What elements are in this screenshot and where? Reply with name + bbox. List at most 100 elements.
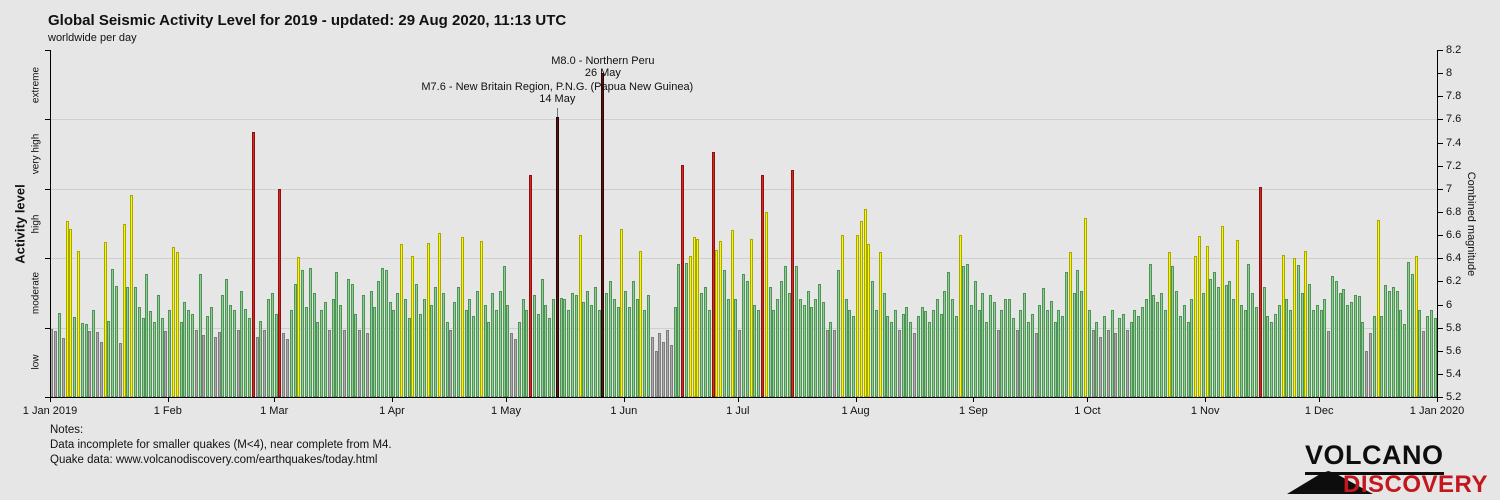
bar-day-319 [1258,186,1262,397]
bar-day-66 [297,257,301,397]
bar-day-95 [407,318,411,397]
bar-day-99 [422,298,426,397]
bar-day-153 [628,306,631,397]
bar-day-15 [103,242,107,397]
bar-day-202 [814,298,818,397]
bar-day-70 [312,292,316,397]
bar-day-324 [1277,304,1281,397]
bar-day-262 [1042,288,1046,397]
bar-day-68 [305,306,308,397]
bar-day-78 [343,329,346,397]
bar-day-282 [1118,318,1122,397]
bar-day-272 [1080,290,1084,397]
bar-day-320 [1262,287,1266,397]
bar-day-189 [764,211,768,397]
bar-day-328 [1293,258,1296,397]
bar-day-356 [1399,310,1403,398]
bar-day-242 [966,264,970,397]
right-axis-tick [1437,188,1443,190]
right-axis-tick [1437,327,1443,329]
bar-day-167 [681,164,685,397]
bar-day-194 [783,266,787,397]
bar-day-26 [145,274,149,397]
bar-day-230 [920,306,924,397]
bar-day-44 [213,336,217,397]
right-axis-tick-label: 6.4 [1446,252,1462,265]
bar-day-101 [430,304,434,397]
month-tick [1437,397,1438,402]
bar-day-267 [1061,316,1065,397]
bar-day-168 [685,262,688,397]
bar-day-28 [153,321,156,397]
gridline-7.6 [50,119,1437,121]
bar-day-303 [1198,236,1201,397]
annotation-line2: 26 May [584,67,621,79]
right-axis-tick-label: 8 [1446,67,1453,80]
bar-day-87 [377,281,381,397]
bar-day-36 [183,302,187,397]
bar-day-308 [1217,287,1220,397]
bar-day-186 [753,304,757,397]
right-axis-tick [1437,281,1443,283]
bar-day-9 [80,323,84,397]
bar-day-355 [1395,290,1399,397]
bar-day-353 [1388,290,1391,397]
bar-day-291 [1152,295,1156,397]
bar-day-173 [704,287,707,397]
bar-day-247 [985,321,989,397]
bar-day-128 [533,295,536,397]
bar-day-346 [1361,321,1365,397]
bar-day-132 [548,318,552,397]
bar-day-48 [229,304,232,397]
bar-day-195 [787,292,791,397]
bar-day-166 [677,264,681,397]
bar-day-205 [825,329,829,397]
bar-day-304 [1201,292,1205,397]
bar-day-177 [719,240,723,397]
bar-day-182 [738,329,742,397]
bar-day-129 [536,313,540,397]
bar-day-360 [1414,255,1418,397]
bar-day-191 [772,310,776,398]
x-axis-label-1-oct: 1 Oct [1074,405,1101,417]
bar-day-337 [1327,331,1331,397]
bar-day-97 [415,283,419,397]
bar-day-90 [388,302,392,397]
bar-day-50 [236,329,240,397]
bar-day-61 [278,188,282,397]
bar-day-273 [1084,217,1087,397]
bar-day-336 [1323,298,1327,397]
bar-day-17 [111,268,115,397]
right-axis-tick-label: 6.2 [1446,275,1462,288]
month-tick [392,397,393,402]
bar-day-253 [1008,298,1011,397]
bar-day-34 [175,252,179,397]
bar-day-213 [856,235,859,397]
x-axis-label-1-mar: 1 Mar [260,405,289,417]
notes-heading: Notes: [50,424,84,436]
bar-day-158 [647,295,650,397]
bar-day-294 [1163,310,1167,398]
bar-day-147 [605,292,609,397]
bar-day-278 [1103,316,1106,397]
bar-day-13 [96,332,99,397]
notes-block: Notes: Data incomplete for smaller quake… [50,423,392,468]
bar-day-239 [954,316,958,397]
bar-day-75 [331,298,335,397]
bar-day-106 [449,329,453,397]
bar-day-318 [1255,306,1258,397]
bar-day-238 [951,298,954,397]
bar-day-275 [1091,329,1095,397]
right-axis-tick-label: 7.8 [1446,90,1462,103]
bar-day-221 [886,316,890,397]
bar-day-203 [818,283,821,397]
month-tick [855,397,857,402]
bar-day-71 [316,321,320,397]
bar-day-220 [882,292,886,397]
bar-day-162 [662,341,666,397]
bar-day-317 [1251,292,1255,397]
chart-subtitle: worldwide per day [48,32,137,44]
bar-day-150 [616,306,620,397]
right-axis-line [1437,50,1438,397]
bar-day-349 [1372,316,1376,397]
